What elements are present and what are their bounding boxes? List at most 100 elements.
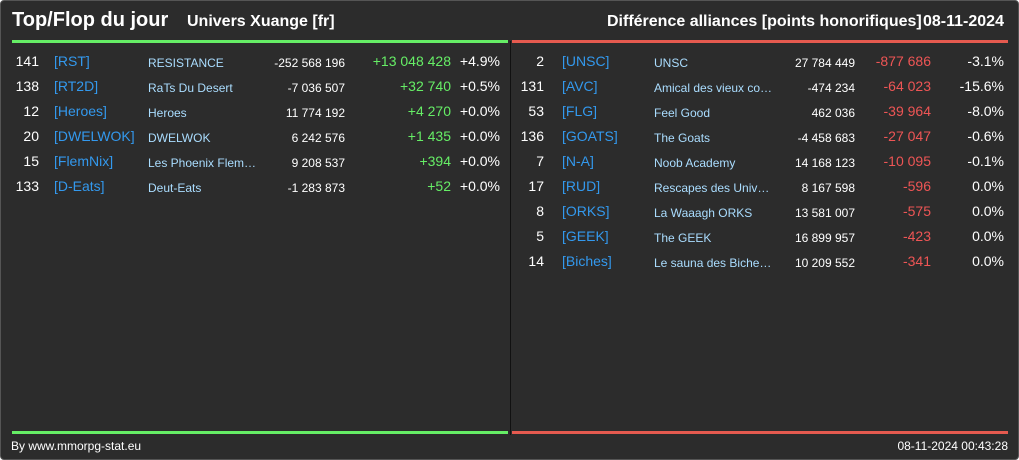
alliance-tag-link[interactable]: [FlemNix] (54, 153, 114, 169)
alliance-name-link[interactable]: Feel Good (654, 106, 711, 120)
rank-cell: 20 (23, 128, 39, 144)
alliance-tag-link[interactable]: [RUD] (562, 178, 601, 194)
alliance-tag-link[interactable]: [FLG] (562, 103, 598, 119)
points-cell: -474 234 (807, 81, 855, 95)
alliance-tag-link[interactable]: [GEEK] (562, 228, 609, 244)
rank-cell: 138 (15, 78, 39, 94)
percent-cell: +0.0% (459, 178, 500, 194)
points-cell: 16 899 957 (794, 231, 855, 245)
delta-cell: -423 (902, 228, 931, 244)
alliance-name-link[interactable]: Le sauna des Biche… (654, 256, 772, 270)
table-row: 53 [FLG] Feel Good 462 036 -39 964 -8.0% (511, 99, 1018, 124)
alliance-name-link[interactable]: Noob Academy (654, 156, 736, 170)
alliance-name-link[interactable]: Amical des vieux co… (654, 81, 773, 95)
delta-cell: +394 (419, 153, 451, 169)
table-row: 17 [RUD] Rescapes des Univ… 8 167 598 -596 0.… (511, 174, 1018, 199)
points-cell: 13 581 007 (794, 206, 855, 220)
percent-cell: 0.0% (972, 178, 1004, 194)
alliance-name-link[interactable]: Deut-Eats (148, 181, 202, 195)
table-row: 7 [N-A] Noob Academy 14 168 123 -10 095 -0.1% (511, 149, 1018, 174)
table-row: 2 [UNSC] UNSC 27 784 449 -877 686 -3.1% (511, 49, 1018, 74)
percent-cell: +0.5% (459, 78, 500, 94)
percent-cell: +0.0% (459, 103, 500, 119)
rank-cell: 131 (520, 78, 544, 94)
percent-cell: -0.6% (967, 128, 1004, 144)
delta-cell: -877 686 (875, 53, 931, 69)
alliance-name-link[interactable]: The GEEK (654, 231, 712, 245)
points-cell: 27 784 449 (794, 56, 855, 70)
alliance-tag-link[interactable]: [GOATS] (562, 128, 618, 144)
percent-cell: +4.9% (459, 53, 500, 69)
alliance-name-link[interactable]: UNSC (654, 56, 689, 70)
percent-cell: -0.1% (967, 153, 1004, 169)
alliance-name-link[interactable]: Heroes (148, 106, 187, 120)
table-row: 14 [Biches] Le sauna des Biche… 10 209 552 -… (511, 249, 1018, 274)
alliance-tag-link[interactable]: [Biches] (562, 253, 612, 269)
universe-label: Univers Xuange [fr] (187, 13, 335, 30)
alliance-name-link[interactable]: RESISTANCE (148, 56, 224, 70)
delta-cell: +52 (427, 178, 451, 194)
flop-bar-lower (512, 431, 1008, 434)
points-cell: 14 168 123 (794, 156, 855, 170)
alliance-name-link[interactable]: La Waaagh ORKS (654, 206, 753, 220)
rank-cell: 7 (536, 153, 544, 169)
table-row: 138 [RT2D] RaTs Du Desert -7 036 507 +32 740… (1, 74, 510, 99)
alliance-tag-link[interactable]: [DWELWOK] (54, 128, 135, 144)
percent-cell: 0.0% (972, 228, 1004, 244)
rank-cell: 141 (15, 53, 39, 69)
ranking-date: 08-11-2024 (923, 13, 1004, 30)
rank-cell: 136 (520, 128, 544, 144)
rank-cell: 17 (528, 178, 544, 194)
alliance-tag-link[interactable]: [N-A] (562, 153, 594, 169)
rank-cell: 12 (23, 103, 39, 119)
percent-cell: -15.6% (959, 78, 1004, 94)
delta-cell: -596 (902, 178, 931, 194)
rank-cell: 53 (528, 103, 544, 119)
percent-cell: +0.0% (459, 153, 500, 169)
table-row: 8 [ORKS] La Waaagh ORKS 13 581 007 -575 0.0% (511, 199, 1018, 224)
delta-cell: -10 095 (883, 153, 931, 169)
table-row: 5 [GEEK] The GEEK 16 899 957 -423 0.0% (511, 224, 1018, 249)
alliance-tag-link[interactable]: [RT2D] (54, 78, 99, 94)
alliance-tag-link[interactable]: [ORKS] (562, 203, 610, 219)
table-row: 20 [DWELWOK] DWELWOK 6 242 576 +1 435 +0.0% (1, 124, 510, 149)
percent-cell: -8.0% (967, 103, 1004, 119)
points-cell: 10 209 552 (794, 256, 855, 270)
alliance-name-link[interactable]: Rescapes des Univ… (654, 181, 770, 195)
points-cell: 9 208 537 (291, 156, 345, 170)
alliance-tag-link[interactable]: [RST] (54, 53, 90, 69)
rank-cell: 14 (528, 253, 544, 269)
delta-cell: -27 047 (883, 128, 931, 144)
delta-cell: -575 (902, 203, 931, 219)
alliance-tag-link[interactable]: [UNSC] (562, 53, 610, 69)
flop-bar-upper (512, 40, 1008, 43)
table-row: 133 [D-Eats] Deut-Eats -1 283 873 +52 +0.0% (1, 174, 510, 199)
alliance-name-link[interactable]: Les Phoenix Flem… (148, 156, 257, 170)
points-cell: -4 458 683 (797, 131, 855, 145)
points-cell: 8 167 598 (801, 181, 855, 195)
points-cell: 6 242 576 (291, 131, 345, 145)
percent-cell: 0.0% (972, 253, 1004, 269)
delta-cell: -341 (902, 253, 931, 269)
delta-cell: +4 270 (407, 103, 451, 119)
table-row: 136 [GOATS] The Goats -4 458 683 -27 047 -0.6… (511, 124, 1018, 149)
table-row: 131 [AVC] Amical des vieux co… -474 234 -64 … (511, 74, 1018, 99)
ranking-subtitle: Différence alliances [points honorifique… (607, 13, 922, 30)
header: Top/Flop du jour Univers Xuange [fr] Dif… (1, 1, 1018, 39)
top-bar-lower (12, 431, 508, 434)
delta-cell: +32 740 (400, 78, 451, 94)
alliance-name-link[interactable]: RaTs Du Desert (148, 81, 233, 95)
percent-cell: -3.1% (967, 53, 1004, 69)
alliance-tag-link[interactable]: [D-Eats] (54, 178, 105, 194)
top-bar-upper (12, 40, 508, 43)
credit-text: By www.mmorpg-stat.eu (11, 439, 142, 453)
points-cell: 462 036 (811, 106, 855, 120)
rank-cell: 5 (536, 228, 544, 244)
alliance-name-link[interactable]: The Goats (654, 131, 711, 145)
page-title: Top/Flop du jour (12, 9, 169, 31)
alliance-tag-link[interactable]: [Heroes] (54, 103, 107, 119)
alliance-name-link[interactable]: DWELWOK (148, 131, 211, 145)
panel-divider (510, 41, 511, 435)
alliance-tag-link[interactable]: [AVC] (562, 78, 598, 94)
table-row: 141 [RST] RESISTANCE -252 568 196 +13 048 42… (1, 49, 510, 74)
